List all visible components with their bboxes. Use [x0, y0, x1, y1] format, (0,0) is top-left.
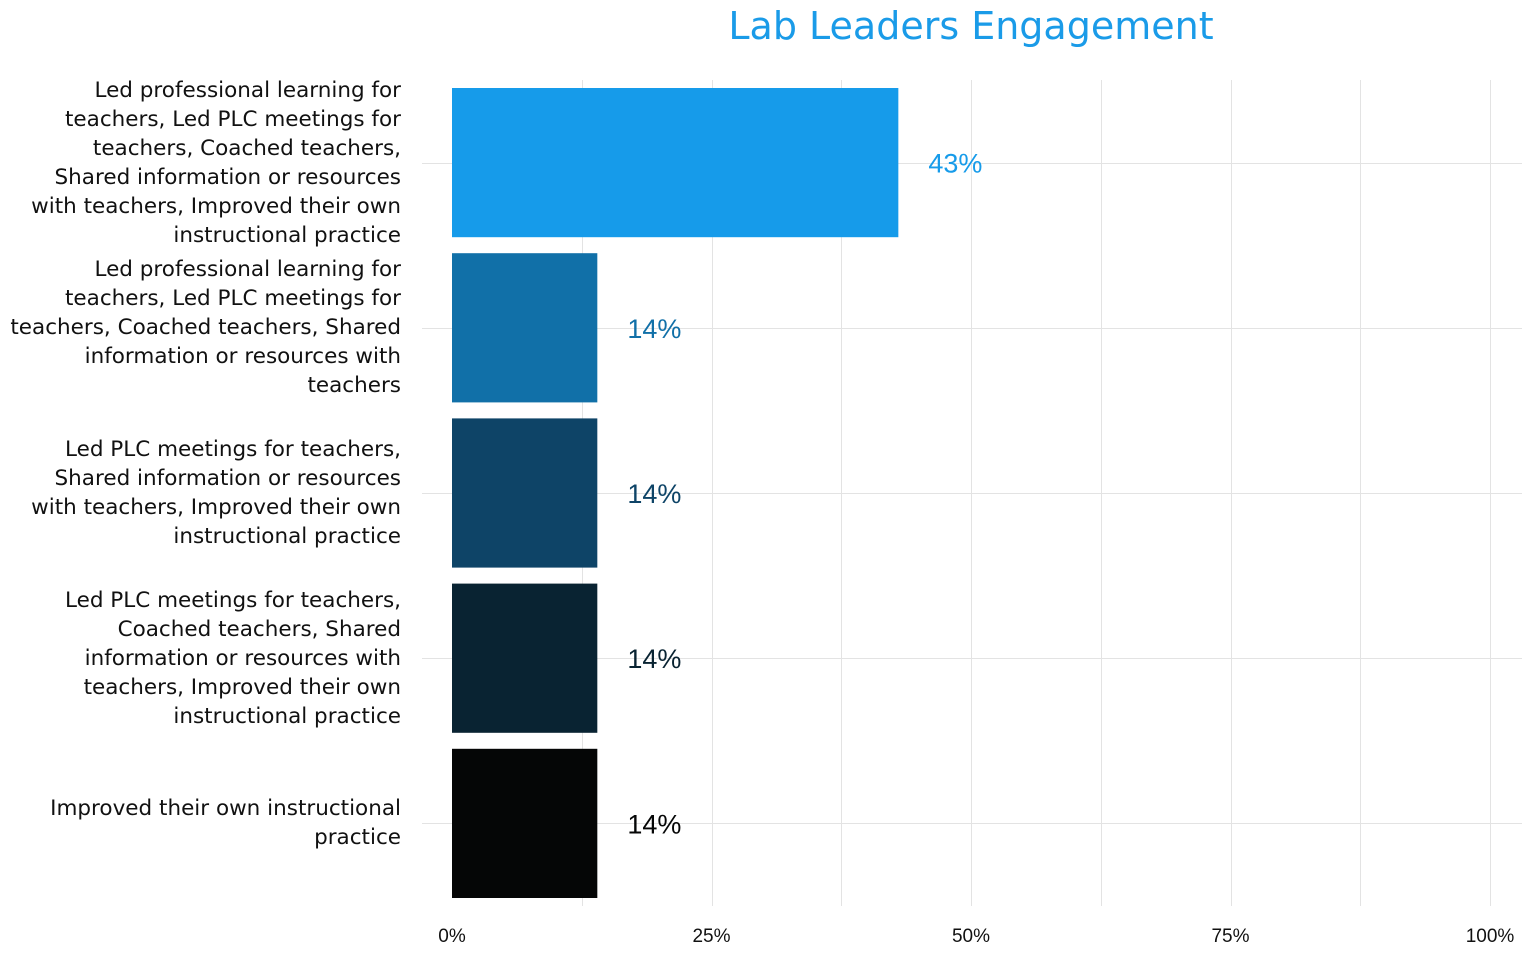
bar-3	[452, 418, 598, 568]
category-label-line: Led professional learning for	[94, 257, 401, 283]
category-label-line: instructional practice	[173, 524, 401, 549]
value-label-2: 14%	[627, 314, 681, 344]
x-tick-label: 50%	[952, 926, 990, 947]
bar-2	[452, 253, 598, 403]
x-tick-label: 25%	[692, 926, 730, 947]
value-label-4: 14%	[627, 644, 681, 674]
category-label-line: information or resources with	[84, 344, 401, 370]
category-label-line: teachers	[307, 373, 401, 399]
category-label-5: Improved their own instructional practice	[6, 794, 401, 852]
category-label-line: Shared information or resources	[54, 164, 401, 190]
value-label-3: 14%	[627, 479, 681, 509]
category-label-line: Coached teachers, Shared	[117, 616, 401, 642]
category-label-line: Improved their own instructional	[50, 796, 401, 822]
category-label-line: Led professional learning for	[94, 77, 401, 103]
bar-5	[452, 748, 598, 898]
category-label-line: Shared information or resources	[54, 466, 401, 491]
category-label-1: Led professional learning for teachers, L…	[6, 76, 401, 250]
category-label-line: teachers, Coached teachers, Shared	[10, 315, 401, 341]
x-tick-label: 100%	[1466, 926, 1515, 947]
value-label-1: 43%	[928, 149, 982, 179]
category-label-line: practice	[314, 825, 401, 851]
category-label-line: with teachers, Improved their own	[31, 193, 401, 219]
category-label-line: Led PLC meetings for teachers,	[65, 437, 401, 462]
category-label-3: Led PLC meetings for teachers, Shared inf…	[6, 435, 401, 551]
category-label-line: instructional practice	[173, 703, 401, 729]
x-tick-label: 0%	[438, 926, 466, 947]
bar-1	[452, 88, 899, 238]
category-label-2: Led professional learning for teachers, L…	[6, 255, 401, 400]
category-label-line: teachers, Led PLC meetings for	[65, 106, 401, 132]
category-label-line: with teachers, Improved their own	[31, 495, 401, 520]
category-label-line: instructional practice	[173, 222, 401, 248]
bar-4	[452, 583, 598, 733]
value-label-5: 14%	[627, 809, 681, 839]
category-label-line: information or resources with	[84, 645, 401, 671]
category-label-4: Led PLC meetings for teachers, Coached te…	[6, 586, 401, 731]
chart-title: Lab Leaders Engagement	[728, 4, 1214, 48]
category-label-line: teachers, Led PLC meetings for	[65, 286, 401, 312]
category-label-line: teachers, Coached teachers,	[92, 135, 401, 161]
category-label-line: Led PLC meetings for teachers,	[65, 587, 401, 613]
category-label-line: teachers, Improved their own	[83, 674, 401, 700]
x-tick-label: 75%	[1211, 926, 1249, 947]
